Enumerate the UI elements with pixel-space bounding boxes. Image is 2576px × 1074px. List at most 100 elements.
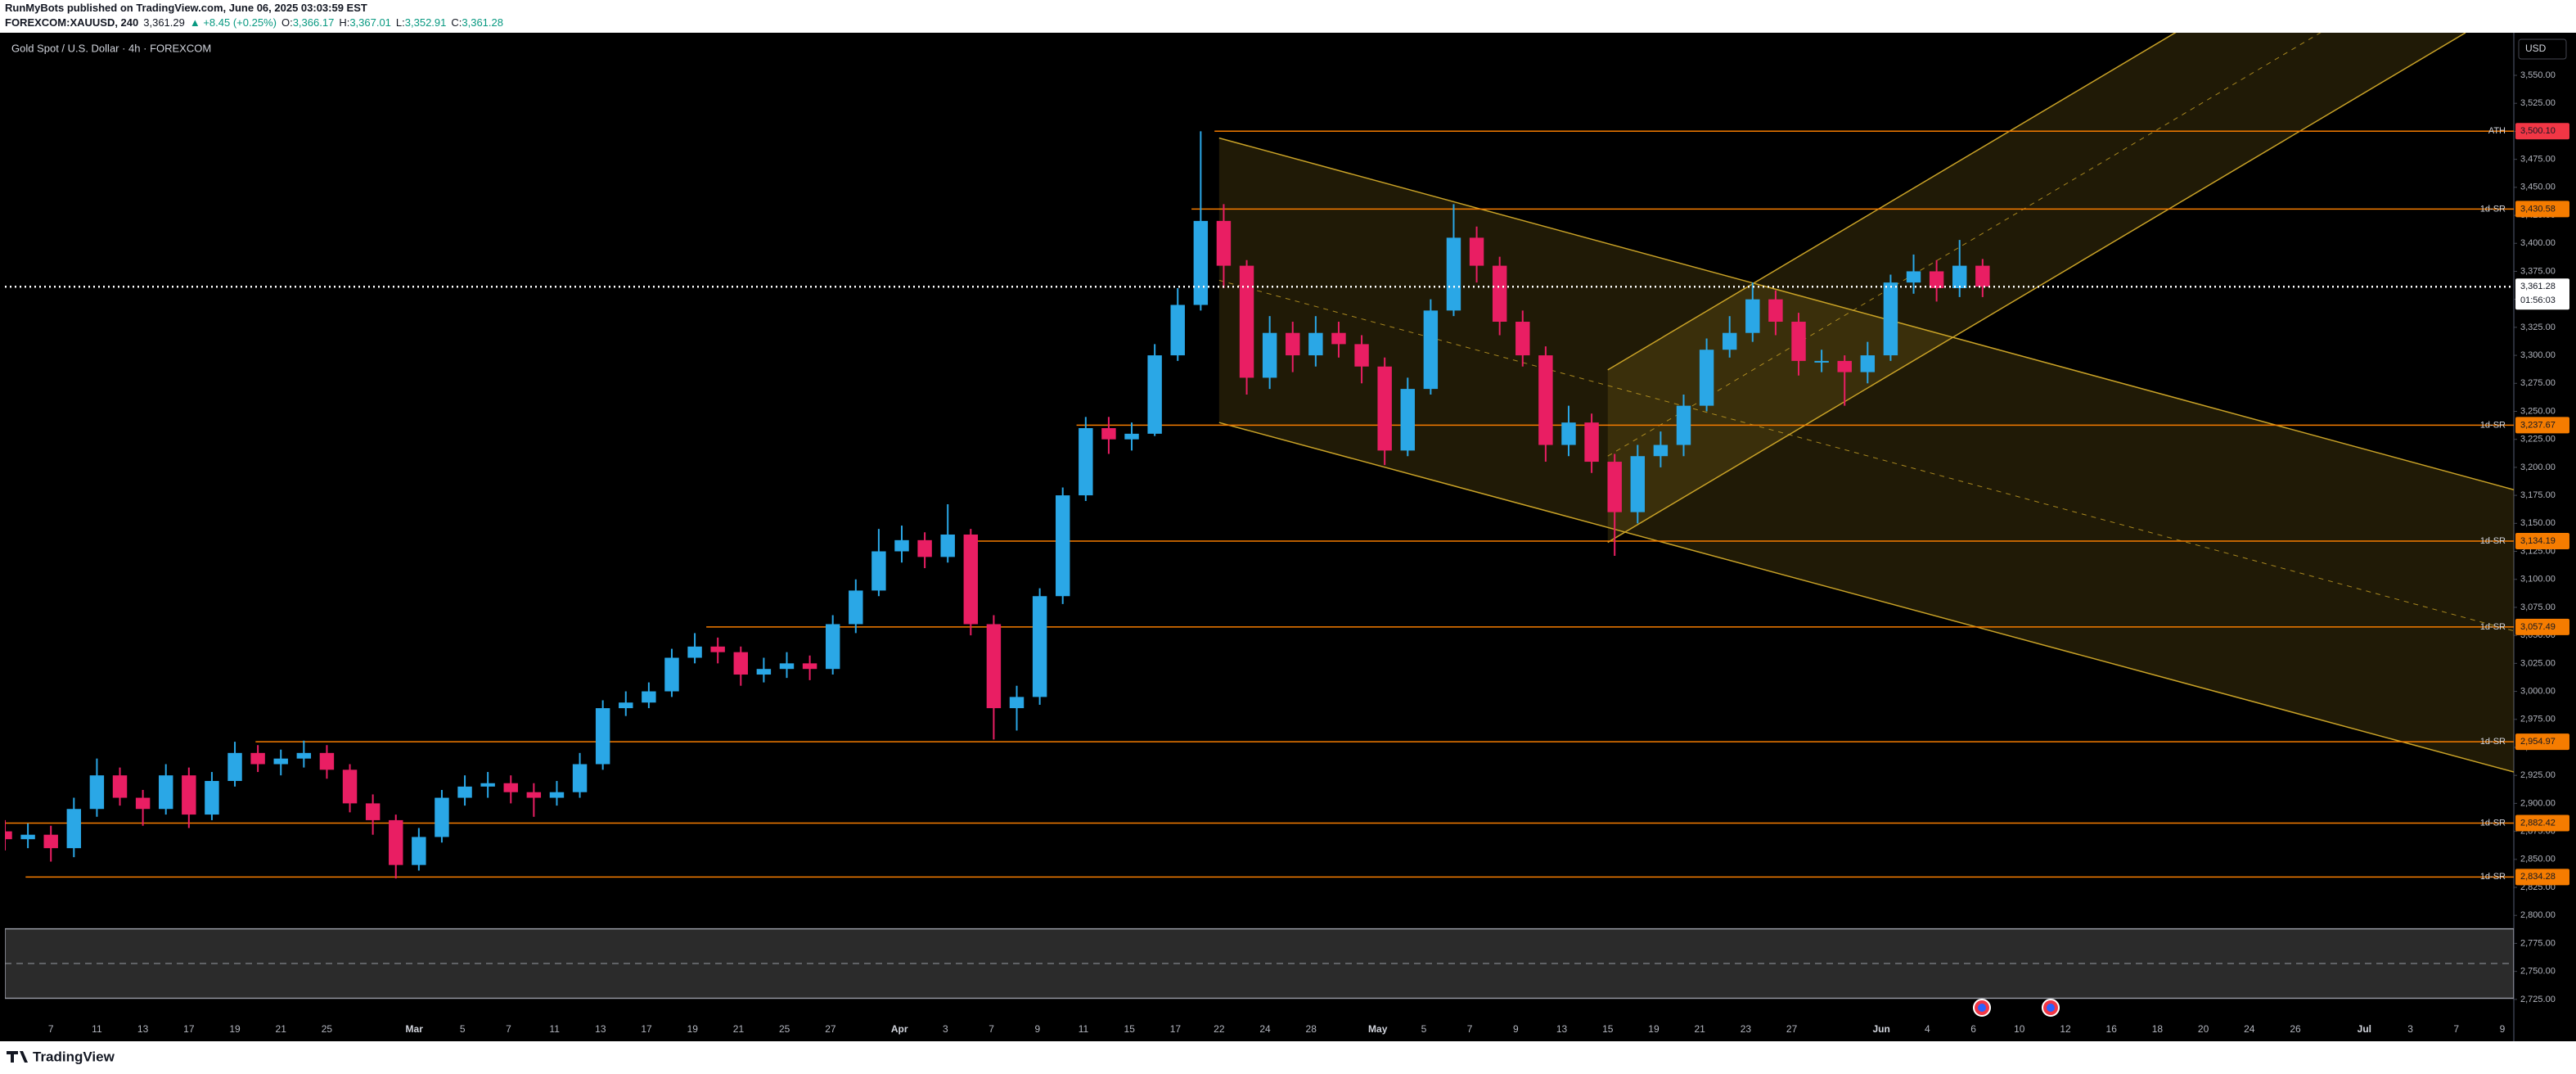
x-tick-label: 25 (322, 1023, 333, 1035)
candle-body (710, 646, 725, 652)
change: ▲ +8.45 (+0.25%) (190, 16, 277, 29)
level-name: 1d-SR (2480, 737, 2506, 747)
x-tick-label: 16 (2106, 1023, 2118, 1035)
candle-body (1814, 360, 1829, 363)
y-tick-label: 3,300.00 (2520, 350, 2556, 360)
candle-body (1423, 310, 1439, 390)
candle-body (503, 783, 518, 792)
candle-body (1101, 428, 1116, 440)
symbol: FOREXCOM:XAUUSD, 240 (5, 16, 138, 29)
y-tick-label: 2,725.00 (2520, 995, 2556, 1004)
candle-body (1860, 355, 1876, 372)
candle-body (1538, 355, 1553, 445)
x-tick-label: 20 (2198, 1023, 2209, 1035)
x-tick-label: 10 (2014, 1023, 2025, 1035)
candle-body (1676, 405, 1691, 445)
last-price-tag (2515, 278, 2569, 310)
last-price-label: 3,361.28 (2520, 282, 2556, 291)
level-tag-label: 2,954.97 (2520, 737, 2556, 747)
brand-logo (7, 1051, 28, 1063)
candle-body (1286, 332, 1300, 356)
x-tick-label: 18 (2152, 1023, 2164, 1035)
x-tick-label: 21 (276, 1023, 287, 1035)
currency[interactable]: USD (2525, 43, 2547, 54)
x-tick-label: 7 (506, 1023, 511, 1035)
x-tick-label: 5 (460, 1023, 466, 1035)
candle-body (182, 775, 196, 815)
y-tick-label: 3,325.00 (2520, 323, 2556, 332)
level-tag-label: 3,134.19 (2520, 536, 2556, 546)
candle-body (1722, 332, 1737, 350)
publisher-text: RunMyBots published on TradingView.com, … (5, 2, 367, 14)
candle-body (1400, 389, 1415, 451)
y-tick-label: 3,200.00 (2520, 463, 2556, 472)
candle-body (642, 691, 656, 703)
candle-body (1653, 444, 1669, 457)
ohlc-value: 3,366.17 (293, 16, 335, 29)
y-tick-label: 3,000.00 (2520, 686, 2556, 696)
x-tick-label: 19 (687, 1023, 699, 1035)
candle-body (1032, 596, 1047, 697)
candle-body (1515, 322, 1530, 356)
level-tag-label: 3,057.49 (2520, 622, 2556, 632)
candle-body (664, 657, 679, 692)
x-tick-label: 24 (2244, 1023, 2255, 1035)
candle-body (1906, 271, 1921, 283)
x-tick-label: 23 (1741, 1023, 1752, 1035)
x-tick-label: 27 (825, 1023, 836, 1035)
level-tag (2515, 123, 2569, 140)
level-name: 1d-SR (2480, 818, 2506, 828)
publisher: RunMyBots published on TradingView.com, … (5, 2, 367, 14)
level-tag (2515, 532, 2569, 549)
candle-body (1354, 344, 1369, 367)
candle-body (1216, 220, 1232, 266)
footer-bg (0, 1041, 2576, 1074)
currency-button[interactable] (2518, 38, 2567, 60)
candle-body (1446, 237, 1461, 311)
x-tick-label: 13 (137, 1023, 149, 1035)
y-tick-label: 3,450.00 (2520, 183, 2556, 192)
channel-line (1218, 137, 2514, 490)
y-tick-label: 3,475.00 (2520, 155, 2556, 165)
symbol-line: FOREXCOM:XAUUSD, 240 3,361.29 ▲ +8.45 (+0.… (5, 16, 503, 29)
x-tick-label: 19 (1648, 1023, 1660, 1035)
candle-body (1768, 299, 1783, 323)
candle-body (619, 702, 633, 709)
candle-body (20, 834, 35, 840)
x-tick-label: 9 (1513, 1023, 1519, 1035)
chart-title: Gold Spot / U.S. Dollar · 4h · FOREXCOM (11, 42, 211, 54)
channel-fill (1218, 138, 2514, 773)
candle-body (1056, 495, 1070, 597)
y-tick-label: 3,250.00 (2520, 406, 2556, 416)
candle-body (1079, 428, 1093, 496)
candle-body (43, 834, 58, 849)
x-tick-label: 17 (1170, 1023, 1182, 1035)
candle-body (1469, 237, 1484, 266)
x-tick-label: Jun (1873, 1023, 1890, 1035)
x-tick-label: 19 (229, 1023, 241, 1035)
candle-body (1883, 282, 1898, 356)
y-tick-label: 3,550.00 (2520, 70, 2556, 80)
candle-body (159, 775, 173, 810)
ohlc-label: H: (339, 16, 349, 29)
ohlc-value: 3,361.28 (462, 16, 503, 29)
candle-body (687, 646, 702, 658)
candle-body (756, 669, 772, 675)
x-tick-label: 11 (1079, 1023, 1089, 1035)
channel-line (1607, 33, 2466, 544)
candle-body (205, 781, 219, 815)
x-tick-label: 4 (1925, 1023, 1930, 1035)
x-tick-label: 28 (1306, 1023, 1317, 1035)
candle-body (1124, 433, 1139, 440)
event-icons (1973, 999, 2060, 1017)
candle-body (389, 819, 403, 865)
candle-body (1170, 305, 1185, 356)
level-tag-label: 3,237.67 (2520, 420, 2556, 430)
countdown: 01:56:03 (2520, 296, 2556, 305)
candle-body (342, 769, 358, 804)
x-tick-label: Apr (891, 1023, 908, 1035)
y-tick-label: 2,975.00 (2520, 715, 2556, 724)
candle-body (917, 539, 932, 557)
level-name: 1d-SR (2480, 622, 2506, 632)
